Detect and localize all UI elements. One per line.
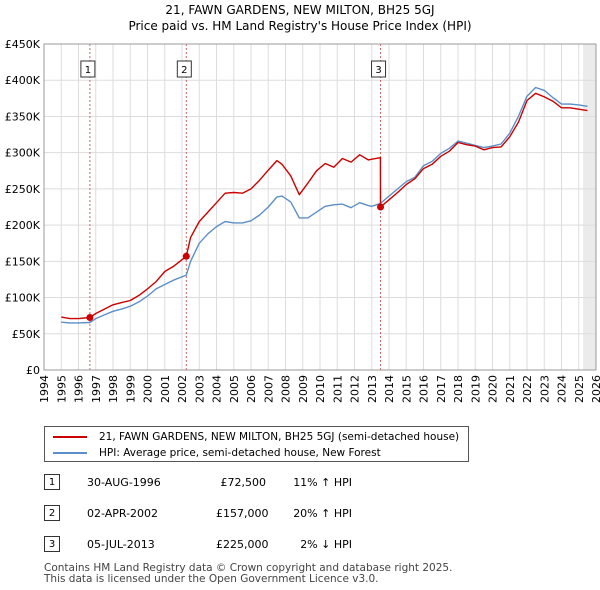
sale-label: 2 xyxy=(181,65,187,76)
legend-label-hpi: HPI: Average price, semi-detached house,… xyxy=(99,447,381,459)
x-tick-label: 2013 xyxy=(366,375,379,403)
sale-label: 3 xyxy=(375,65,381,76)
chart-title: 21, FAWN GARDENS, NEW MILTON, BH25 5GJ xyxy=(165,3,435,17)
x-tick-label: 2011 xyxy=(331,375,344,403)
x-tick-label: 2020 xyxy=(487,375,500,403)
x-tick-label: 2019 xyxy=(469,375,482,403)
x-tick-label: 2018 xyxy=(452,375,465,403)
price-chart: 1 2 3 £0 £50K £100K £150K £200K £250K £300K £350K £… xyxy=(5,38,600,403)
sale-hpi-diff: 2% ↓ HPI xyxy=(300,538,352,551)
x-tick-label: 2002 xyxy=(176,375,189,403)
footer-copyright: Contains HM Land Registry data © Crown c… xyxy=(44,562,453,574)
footer-licence: This data is licensed under the Open Gov… xyxy=(44,573,379,585)
x-tick-label: 2026 xyxy=(590,375,600,403)
shaded-region xyxy=(583,44,596,370)
legend-swatch-hpi xyxy=(53,452,87,454)
sale-row: 1 30-AUG-1996 £72,500 11% ↑ HPI xyxy=(44,474,464,494)
chart-legend: 21, FAWN GARDENS, NEW MILTON, BH25 5GJ (… xyxy=(44,426,469,462)
y-tick-label: £100K xyxy=(5,292,41,305)
sale-hpi-diff: 11% ↑ HPI xyxy=(293,476,352,489)
sale-number-badge: 2 xyxy=(44,505,60,521)
hpi-line xyxy=(61,86,588,324)
sale-number-badge: 1 xyxy=(44,474,60,490)
y-tick-label: £450K xyxy=(5,38,41,51)
legend-label-price-paid: 21, FAWN GARDENS, NEW MILTON, BH25 5GJ (… xyxy=(99,431,460,443)
y-tick-label: £50K xyxy=(12,328,41,341)
y-tick-label: £400K xyxy=(5,74,41,87)
x-tick-label: 2021 xyxy=(504,375,517,403)
sale-price: £72,500 xyxy=(220,476,267,489)
sale-row: 2 02-APR-2002 £157,000 20% ↑ HPI xyxy=(44,505,464,525)
sale-label-box xyxy=(176,60,192,78)
sale-row: 3 05-JUL-2013 £225,000 2% ↓ HPI xyxy=(44,536,464,556)
legend-item-price-paid: 21, FAWN GARDENS, NEW MILTON, BH25 5GJ (… xyxy=(53,429,459,445)
sale-date: 05-JUL-2013 xyxy=(87,538,155,551)
y-tick-label: £300K xyxy=(5,147,41,160)
x-tick-label: 2006 xyxy=(245,375,258,403)
x-tick-label: 2009 xyxy=(297,375,310,403)
x-tick-label: 2024 xyxy=(556,375,569,403)
y-tick-label: £250K xyxy=(5,183,41,196)
x-tick-label: 2010 xyxy=(314,375,327,403)
sale-point xyxy=(86,313,94,321)
y-tick-label: £0 xyxy=(26,364,40,377)
x-tick-label: 2005 xyxy=(228,375,241,403)
x-tick-label: 2017 xyxy=(435,375,448,403)
legend-swatch-price-paid xyxy=(53,436,87,438)
x-tick-label: 2008 xyxy=(280,375,293,403)
x-tick-label: 2022 xyxy=(521,375,534,403)
x-tick-label: 1995 xyxy=(55,375,68,403)
sale-label-box xyxy=(80,60,96,78)
x-tick-label: 2012 xyxy=(349,375,362,403)
y-tick-label: £350K xyxy=(5,110,41,123)
sale-number-badge: 3 xyxy=(44,536,60,552)
sale-price: £225,000 xyxy=(216,538,269,551)
x-tick-label: 1994 xyxy=(38,375,51,403)
x-tick-label: 2016 xyxy=(418,375,431,403)
sale-price: £157,000 xyxy=(216,507,269,520)
sale-label: 1 xyxy=(85,65,91,76)
legend-item-hpi: HPI: Average price, semi-detached house,… xyxy=(53,445,381,461)
x-tick-label: 2025 xyxy=(573,375,586,403)
x-tick-label: 1997 xyxy=(90,375,103,403)
x-tick-label: 1999 xyxy=(124,375,137,403)
x-tick-label: 2015 xyxy=(400,375,413,403)
x-tick-label: 2004 xyxy=(211,375,224,403)
plot-frame xyxy=(43,43,597,371)
x-tick-label: 2001 xyxy=(159,375,172,403)
sale-label-box xyxy=(371,60,387,78)
y-tick-label: £200K xyxy=(5,219,41,232)
x-tick-label: 1998 xyxy=(107,375,120,403)
sale-date: 02-APR-2002 xyxy=(87,507,159,520)
sale-date: 30-AUG-1996 xyxy=(87,476,161,489)
x-tick-label: 2007 xyxy=(262,375,275,403)
x-tick-label: 2014 xyxy=(383,375,396,403)
x-tick-label: 1996 xyxy=(73,375,86,403)
x-tick-label: 2000 xyxy=(142,375,155,403)
price-paid-line xyxy=(61,92,588,320)
sale-point xyxy=(182,252,190,260)
sale-point xyxy=(377,203,385,211)
x-tick-label: 2003 xyxy=(193,375,206,403)
x-tick-label: 2023 xyxy=(538,375,551,403)
y-tick-label: £150K xyxy=(5,255,41,268)
chart-subtitle: Price paid vs. HM Land Registry's House … xyxy=(128,19,472,33)
sale-hpi-diff: 20% ↑ HPI xyxy=(293,507,352,520)
